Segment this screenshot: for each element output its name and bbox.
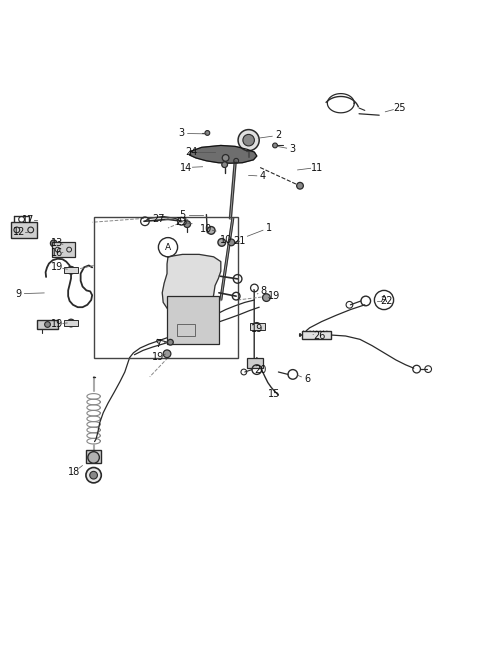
Text: 19: 19 bbox=[50, 319, 63, 329]
Text: 6: 6 bbox=[304, 374, 310, 384]
Circle shape bbox=[67, 266, 75, 274]
Circle shape bbox=[90, 471, 97, 479]
Circle shape bbox=[222, 162, 228, 168]
Circle shape bbox=[243, 134, 254, 146]
Text: 24: 24 bbox=[185, 147, 197, 157]
Bar bbox=[86, 450, 101, 463]
Text: 8: 8 bbox=[260, 286, 266, 296]
Circle shape bbox=[263, 294, 270, 301]
Text: 26: 26 bbox=[313, 331, 325, 341]
Text: 22: 22 bbox=[380, 296, 393, 306]
Text: 19: 19 bbox=[152, 352, 165, 362]
Text: 21: 21 bbox=[233, 237, 245, 246]
Text: 13: 13 bbox=[50, 238, 63, 248]
Polygon shape bbox=[190, 145, 257, 163]
Circle shape bbox=[228, 239, 235, 246]
Text: A: A bbox=[381, 295, 387, 305]
Bar bbox=[250, 323, 265, 330]
Text: 7: 7 bbox=[155, 339, 162, 349]
Text: 1: 1 bbox=[266, 223, 272, 233]
Text: 27: 27 bbox=[152, 214, 165, 224]
Circle shape bbox=[163, 350, 171, 358]
Text: 10: 10 bbox=[200, 224, 213, 234]
Text: 4: 4 bbox=[260, 171, 266, 181]
Text: 23: 23 bbox=[175, 217, 188, 227]
Text: 19: 19 bbox=[268, 291, 281, 301]
Circle shape bbox=[222, 155, 229, 161]
Text: 3: 3 bbox=[290, 145, 296, 154]
Text: 2: 2 bbox=[275, 130, 282, 141]
Circle shape bbox=[45, 321, 50, 327]
Bar bbox=[302, 330, 331, 340]
Text: 14: 14 bbox=[180, 163, 192, 172]
Text: 20: 20 bbox=[254, 365, 267, 375]
Circle shape bbox=[67, 319, 75, 327]
Text: 16: 16 bbox=[50, 248, 63, 258]
Text: 19: 19 bbox=[251, 324, 263, 334]
Bar bbox=[247, 358, 263, 368]
Circle shape bbox=[273, 143, 277, 148]
Circle shape bbox=[88, 452, 99, 463]
Text: 25: 25 bbox=[393, 103, 406, 113]
Text: 17: 17 bbox=[22, 215, 34, 226]
Text: 3: 3 bbox=[179, 128, 184, 139]
Bar bbox=[11, 222, 37, 238]
Text: 10: 10 bbox=[219, 235, 232, 245]
Text: 5: 5 bbox=[179, 209, 186, 220]
Circle shape bbox=[238, 130, 259, 151]
Circle shape bbox=[253, 323, 261, 330]
Circle shape bbox=[205, 130, 210, 135]
Circle shape bbox=[207, 227, 215, 234]
Circle shape bbox=[297, 182, 303, 189]
Text: 12: 12 bbox=[13, 227, 25, 237]
Bar bbox=[52, 242, 75, 257]
Bar bbox=[94, 218, 238, 358]
Circle shape bbox=[86, 467, 101, 483]
Text: 9: 9 bbox=[15, 289, 21, 299]
Polygon shape bbox=[162, 255, 221, 316]
Circle shape bbox=[168, 340, 173, 345]
Text: A: A bbox=[165, 243, 171, 251]
Bar bbox=[177, 325, 195, 336]
Bar bbox=[64, 320, 78, 326]
Bar bbox=[64, 268, 78, 273]
Bar bbox=[37, 320, 58, 329]
Text: 11: 11 bbox=[311, 163, 323, 172]
Text: 15: 15 bbox=[268, 389, 281, 399]
Text: 19: 19 bbox=[50, 262, 63, 272]
Circle shape bbox=[218, 238, 226, 246]
Circle shape bbox=[184, 221, 191, 227]
Bar bbox=[167, 296, 219, 344]
Circle shape bbox=[50, 240, 57, 247]
Text: 18: 18 bbox=[68, 467, 81, 477]
